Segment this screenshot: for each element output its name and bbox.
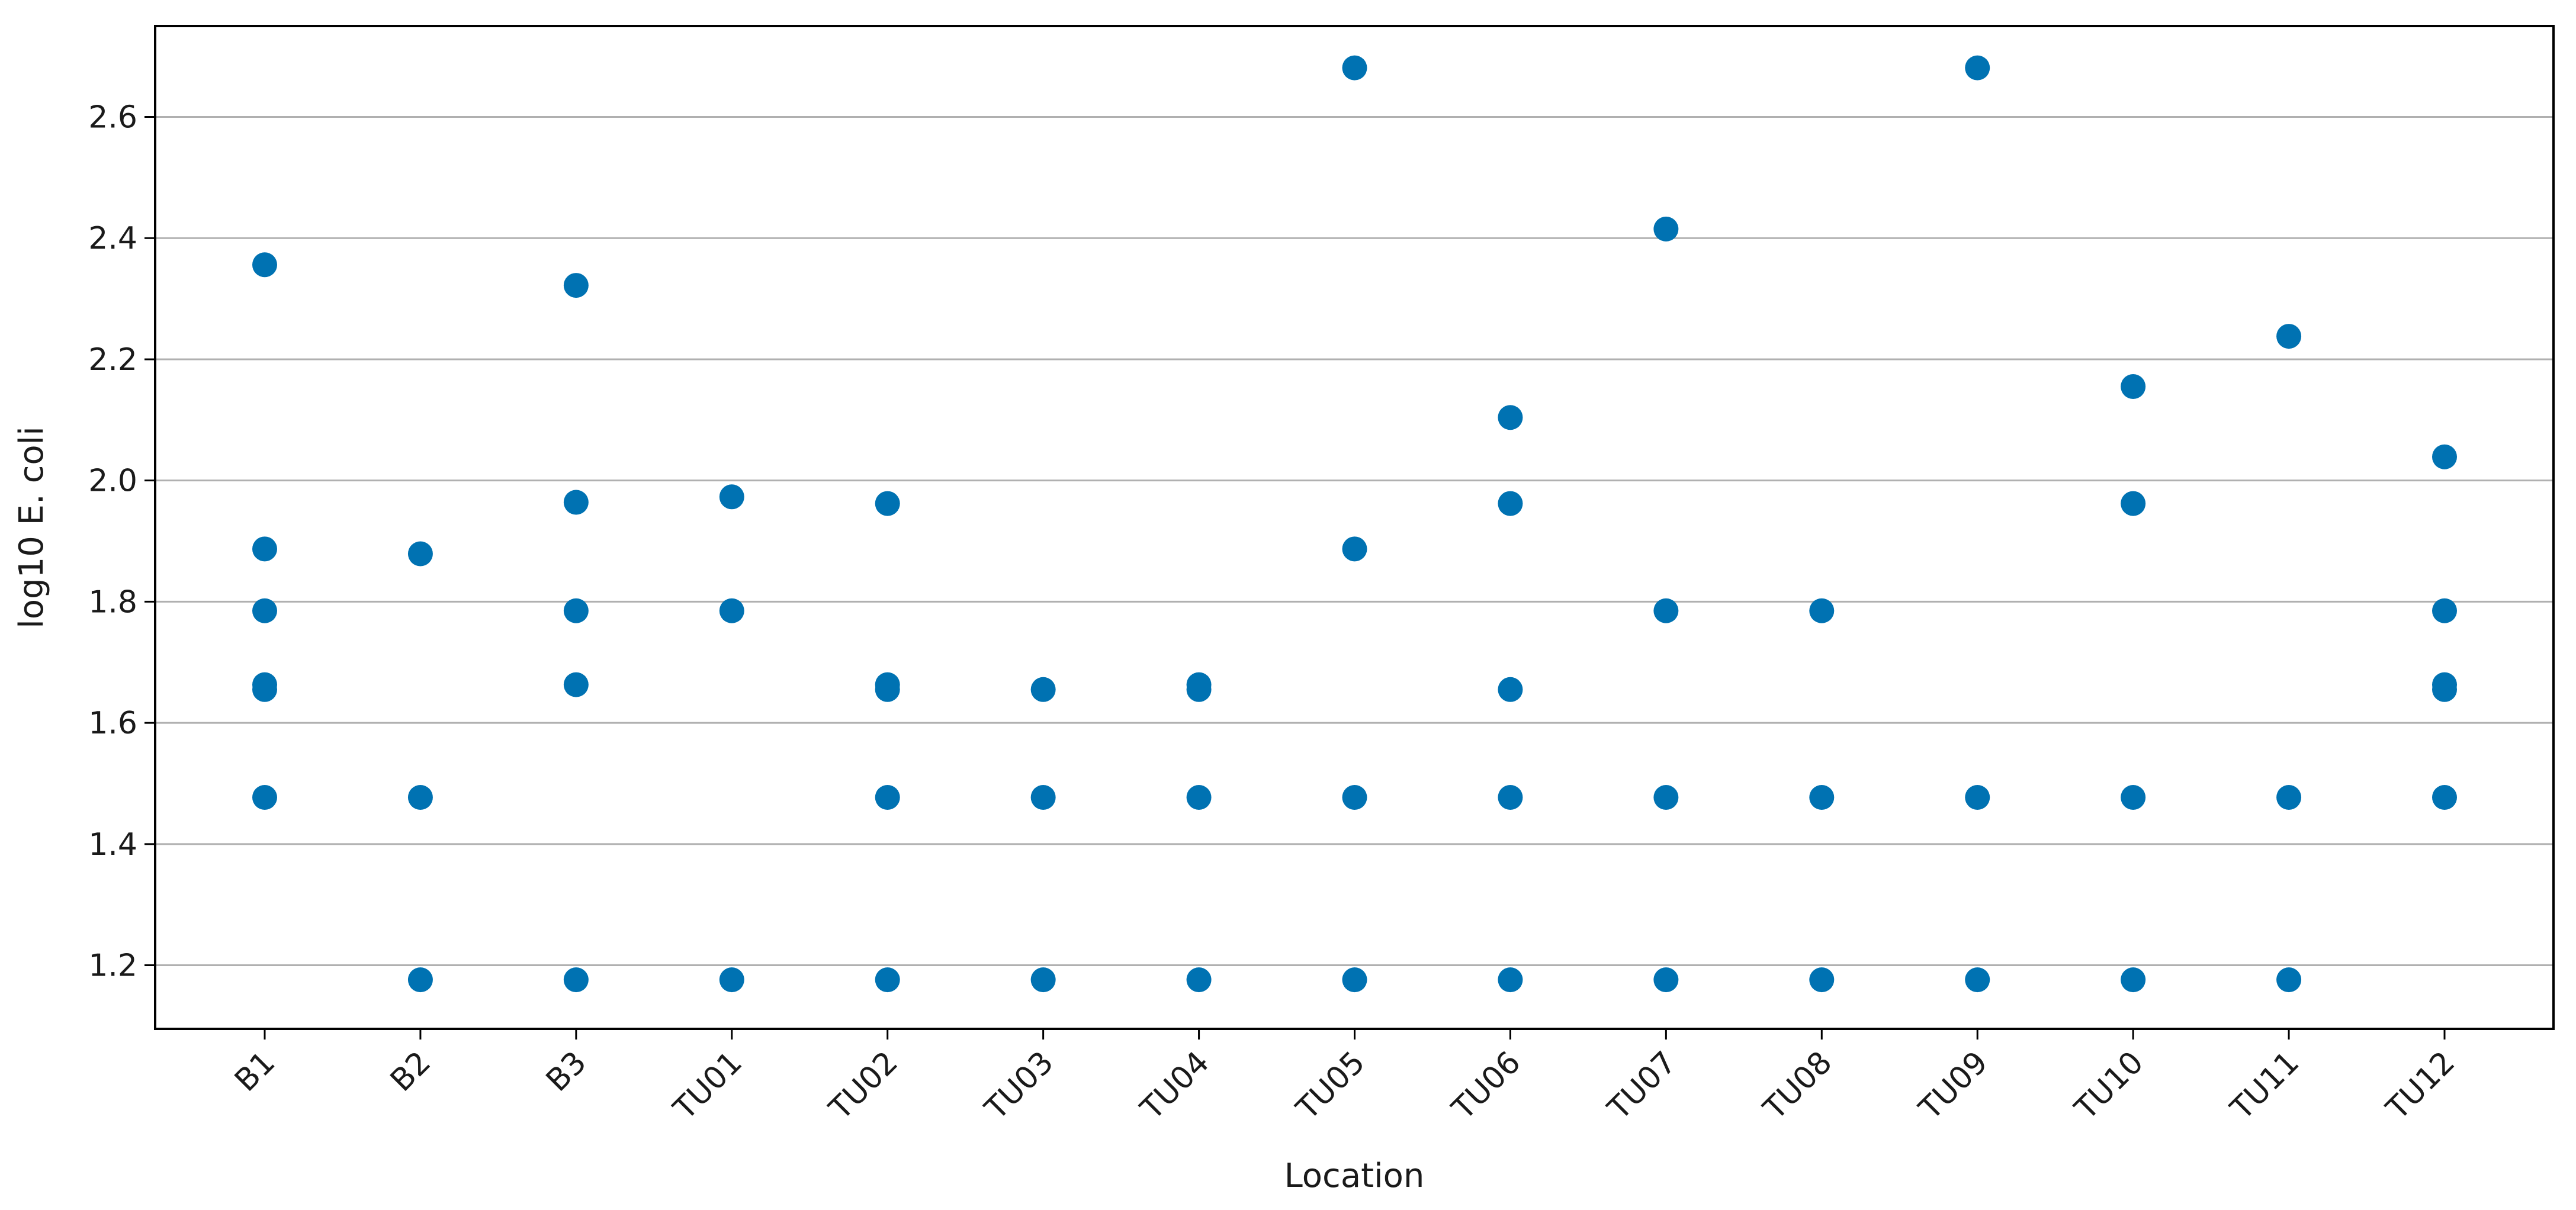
data-point bbox=[875, 967, 900, 993]
data-point bbox=[1030, 967, 1056, 993]
data-point bbox=[1342, 967, 1367, 993]
data-point bbox=[1653, 967, 1679, 993]
data-point bbox=[2432, 444, 2457, 469]
data-point bbox=[563, 598, 589, 623]
data-point bbox=[1030, 784, 1056, 810]
y-tick-label: 2.6 bbox=[88, 100, 137, 136]
data-point bbox=[563, 490, 589, 515]
data-point bbox=[875, 784, 900, 810]
data-point bbox=[1498, 677, 1523, 702]
data-point bbox=[719, 598, 744, 623]
x-axis-label: Location bbox=[1284, 1157, 1425, 1195]
y-tick-label: 2.4 bbox=[88, 221, 137, 256]
data-point bbox=[252, 677, 277, 702]
data-point bbox=[2432, 784, 2457, 810]
data-point bbox=[2121, 374, 2146, 400]
data-point bbox=[1498, 405, 1523, 430]
data-point bbox=[252, 536, 277, 562]
data-point bbox=[1186, 967, 1212, 993]
y-tick-label: 1.4 bbox=[88, 827, 137, 863]
data-point bbox=[252, 598, 277, 623]
data-point bbox=[1653, 216, 1679, 242]
y-axis-label: log10 E. coli bbox=[12, 426, 51, 629]
x-tick-label: B3 bbox=[539, 1045, 593, 1099]
data-point bbox=[1965, 967, 1990, 993]
x-tick-label: TU07 bbox=[1601, 1045, 1683, 1127]
data-point bbox=[1498, 491, 1523, 516]
data-point bbox=[1342, 784, 1367, 810]
y-tick-label: 1.2 bbox=[88, 948, 137, 984]
data-point bbox=[563, 967, 589, 993]
x-tick-label: TU01 bbox=[667, 1045, 749, 1127]
data-point bbox=[563, 273, 589, 298]
x-tick-label: TU02 bbox=[823, 1045, 905, 1127]
data-point bbox=[2276, 324, 2302, 349]
y-tick-label: 2.0 bbox=[88, 464, 137, 499]
data-point bbox=[1809, 598, 1835, 623]
data-point bbox=[1809, 784, 1835, 810]
data-point bbox=[1653, 598, 1679, 623]
data-point bbox=[563, 672, 589, 697]
data-point bbox=[875, 491, 900, 516]
gridlines bbox=[155, 116, 2553, 967]
x-tick-label: B2 bbox=[384, 1045, 438, 1099]
y-tick-label: 2.2 bbox=[88, 342, 137, 378]
data-point bbox=[2432, 598, 2457, 623]
x-axis-ticks: B1 B2 B3 TU01 TU02 TU03 TU04 TU05 TU06 TU07 TU08 TU… bbox=[228, 1029, 2462, 1127]
data-point bbox=[2121, 491, 2146, 516]
data-point bbox=[407, 967, 433, 993]
data-point bbox=[1342, 536, 1367, 562]
data-point bbox=[407, 784, 433, 810]
data-point bbox=[1186, 677, 1212, 702]
data-point bbox=[1498, 784, 1523, 810]
data-point bbox=[252, 252, 277, 278]
data-point bbox=[407, 541, 433, 567]
data-point bbox=[2276, 967, 2302, 993]
y-tick-label: 1.6 bbox=[88, 706, 137, 741]
x-tick-label: TU04 bbox=[1133, 1045, 1216, 1127]
x-tick-label: TU12 bbox=[2379, 1045, 2462, 1127]
data-point bbox=[1653, 784, 1679, 810]
data-point bbox=[2121, 784, 2146, 810]
y-axis-ticks: 1.2 1.4 1.6 1.8 2.0 2.2 2.4 2.6 bbox=[88, 100, 155, 984]
data-points bbox=[252, 55, 2457, 993]
data-point bbox=[1965, 55, 1990, 81]
data-point bbox=[252, 784, 277, 810]
x-tick-label: TU09 bbox=[1912, 1045, 1994, 1127]
data-point bbox=[1186, 784, 1212, 810]
data-point bbox=[719, 967, 744, 993]
x-tick-label: TU10 bbox=[2068, 1045, 2150, 1127]
x-tick-label: TU06 bbox=[1445, 1045, 1527, 1127]
data-point bbox=[719, 484, 744, 510]
x-tick-label: TU03 bbox=[978, 1045, 1061, 1127]
data-point bbox=[1498, 967, 1523, 993]
data-point bbox=[1809, 967, 1835, 993]
data-point bbox=[1342, 55, 1367, 81]
x-tick-label: TU05 bbox=[1289, 1045, 1371, 1127]
data-point bbox=[2432, 677, 2457, 702]
x-tick-label: TU11 bbox=[2224, 1045, 2306, 1127]
x-tick-label: B1 bbox=[228, 1045, 282, 1099]
data-point bbox=[875, 677, 900, 702]
y-tick-label: 1.8 bbox=[88, 584, 137, 620]
data-point bbox=[1030, 677, 1056, 702]
data-point bbox=[2276, 784, 2302, 810]
data-point bbox=[1965, 784, 1990, 810]
x-tick-label: TU08 bbox=[1756, 1045, 1839, 1127]
plot-frame bbox=[154, 25, 2555, 1030]
data-point bbox=[2121, 967, 2146, 993]
